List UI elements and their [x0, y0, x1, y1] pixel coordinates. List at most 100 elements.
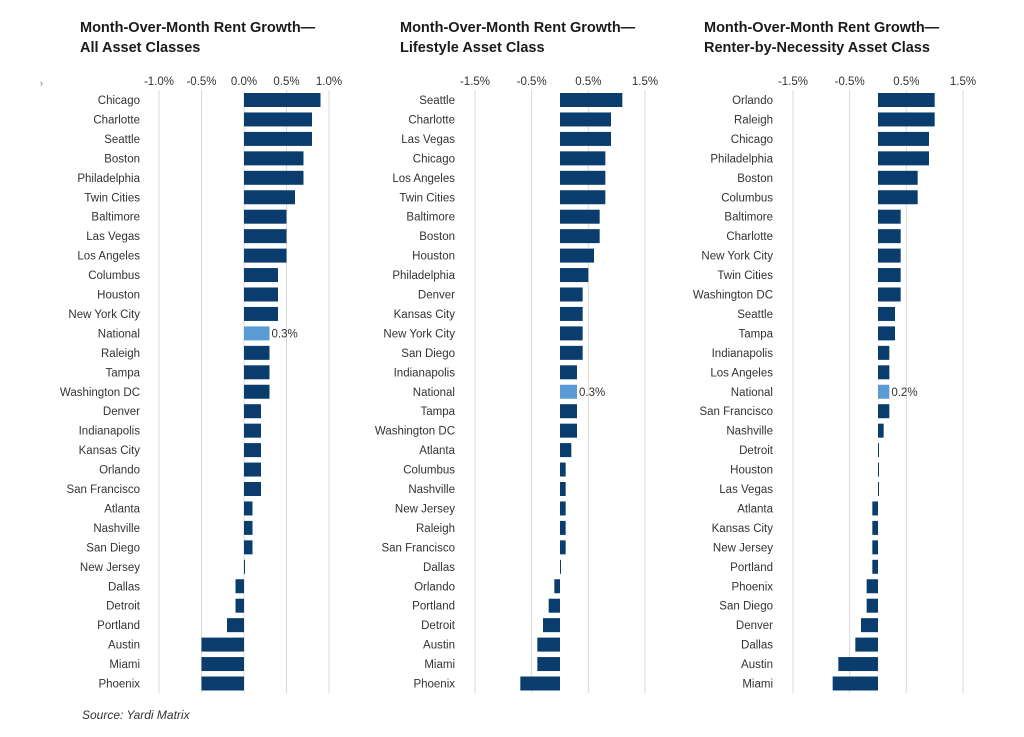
tick-label: 1.5% [632, 76, 658, 88]
bar [872, 540, 878, 555]
category-label: Houston [730, 465, 773, 477]
bar [201, 657, 244, 672]
category-label: Kansas City [79, 445, 141, 457]
bar [244, 365, 270, 380]
chart-title-line: Lifestyle Asset Class [400, 40, 545, 56]
bar [244, 540, 253, 555]
bar [878, 482, 879, 496]
category-label: Dallas [108, 581, 140, 593]
category-label: Seattle [737, 309, 773, 321]
category-label: Columbus [721, 192, 773, 204]
bar [832, 676, 878, 691]
category-label: Philadelphia [77, 173, 140, 185]
tick-label: -1.0% [144, 76, 174, 88]
category-label: Chicago [731, 134, 773, 146]
bar [855, 637, 878, 652]
category-label: Raleigh [416, 523, 455, 535]
category-label: Orlando [732, 95, 773, 107]
category-label: Austin [423, 640, 455, 652]
tick-label: -0.5% [517, 76, 547, 88]
bar [878, 151, 929, 166]
bar [244, 306, 278, 321]
national-bar [560, 384, 577, 399]
category-label: Los Angeles [392, 173, 455, 185]
category-label: Nashville [93, 523, 140, 535]
category-label: Portland [730, 562, 773, 574]
bar [878, 268, 901, 283]
category-label: Baltimore [406, 212, 455, 224]
category-label: San Francisco [381, 542, 455, 554]
bar [560, 520, 566, 535]
category-label: Atlanta [104, 503, 140, 515]
bar [560, 287, 583, 302]
bar [244, 287, 278, 302]
bar [878, 443, 879, 458]
bar [244, 248, 287, 263]
category-label: Baltimore [91, 212, 140, 224]
tick-label: -1.5% [460, 76, 490, 88]
category-label: Raleigh [734, 114, 773, 126]
bar [244, 209, 287, 224]
category-label: Denver [103, 406, 140, 418]
category-label: Phoenix [98, 679, 140, 691]
category-label: Philadelphia [392, 270, 455, 282]
category-label: Las Vegas [86, 231, 140, 243]
tick-label: 0.0% [231, 76, 257, 88]
tick-label: 0.5% [893, 76, 919, 88]
bar [244, 559, 245, 574]
national-bar [244, 326, 270, 341]
bar [244, 131, 312, 146]
category-label: Tampa [105, 367, 140, 379]
bar [878, 248, 901, 263]
bar [560, 482, 566, 496]
category-label: Detroit [106, 601, 141, 613]
bar [560, 345, 583, 360]
category-label: Detroit [421, 620, 456, 632]
category-label: New Jersey [713, 542, 773, 554]
bar [244, 151, 304, 166]
bar [244, 443, 261, 458]
bar [560, 501, 566, 516]
bar [244, 520, 253, 535]
category-label: Kansas City [394, 309, 456, 321]
bar [560, 462, 566, 477]
category-label: Portland [412, 601, 455, 613]
category-label: Phoenix [731, 581, 773, 593]
bar [866, 598, 878, 613]
bar [560, 229, 600, 244]
category-label: San Diego [86, 542, 140, 554]
category-label: Tampa [420, 406, 455, 418]
bar [878, 170, 918, 185]
bar [560, 306, 583, 321]
category-label: New York City [701, 251, 773, 263]
chart-panel-3: Month-Over-Month Rent Growth— Renter-by-N… [693, 20, 976, 693]
tick-label: 1.5% [950, 76, 976, 88]
bar [554, 579, 560, 594]
bar [878, 190, 918, 205]
category-label: Dallas [423, 562, 455, 574]
bar [244, 482, 261, 496]
category-label: Indianapolis [394, 367, 456, 379]
bar [227, 618, 244, 633]
data-label: 0.3% [272, 328, 298, 340]
bar [560, 209, 600, 224]
data-label: 0.2% [891, 387, 917, 399]
category-label: Kansas City [712, 523, 774, 535]
category-label: Miami [424, 659, 455, 671]
category-label: Boston [104, 153, 140, 165]
bar [560, 423, 577, 438]
bar [201, 676, 244, 691]
category-label: Denver [418, 290, 455, 302]
category-label: Indianapolis [79, 426, 141, 438]
category-label: Atlanta [419, 445, 455, 457]
bar [235, 598, 244, 613]
category-label: Indianapolis [712, 348, 774, 360]
category-label: Houston [97, 290, 140, 302]
bar [244, 112, 312, 127]
category-label: San Diego [719, 601, 773, 613]
chart-title-line: Month-Over-Month Rent Growth— [704, 20, 940, 36]
bar [560, 151, 606, 166]
tick-label: 1.0% [316, 76, 342, 88]
bar [861, 618, 878, 633]
